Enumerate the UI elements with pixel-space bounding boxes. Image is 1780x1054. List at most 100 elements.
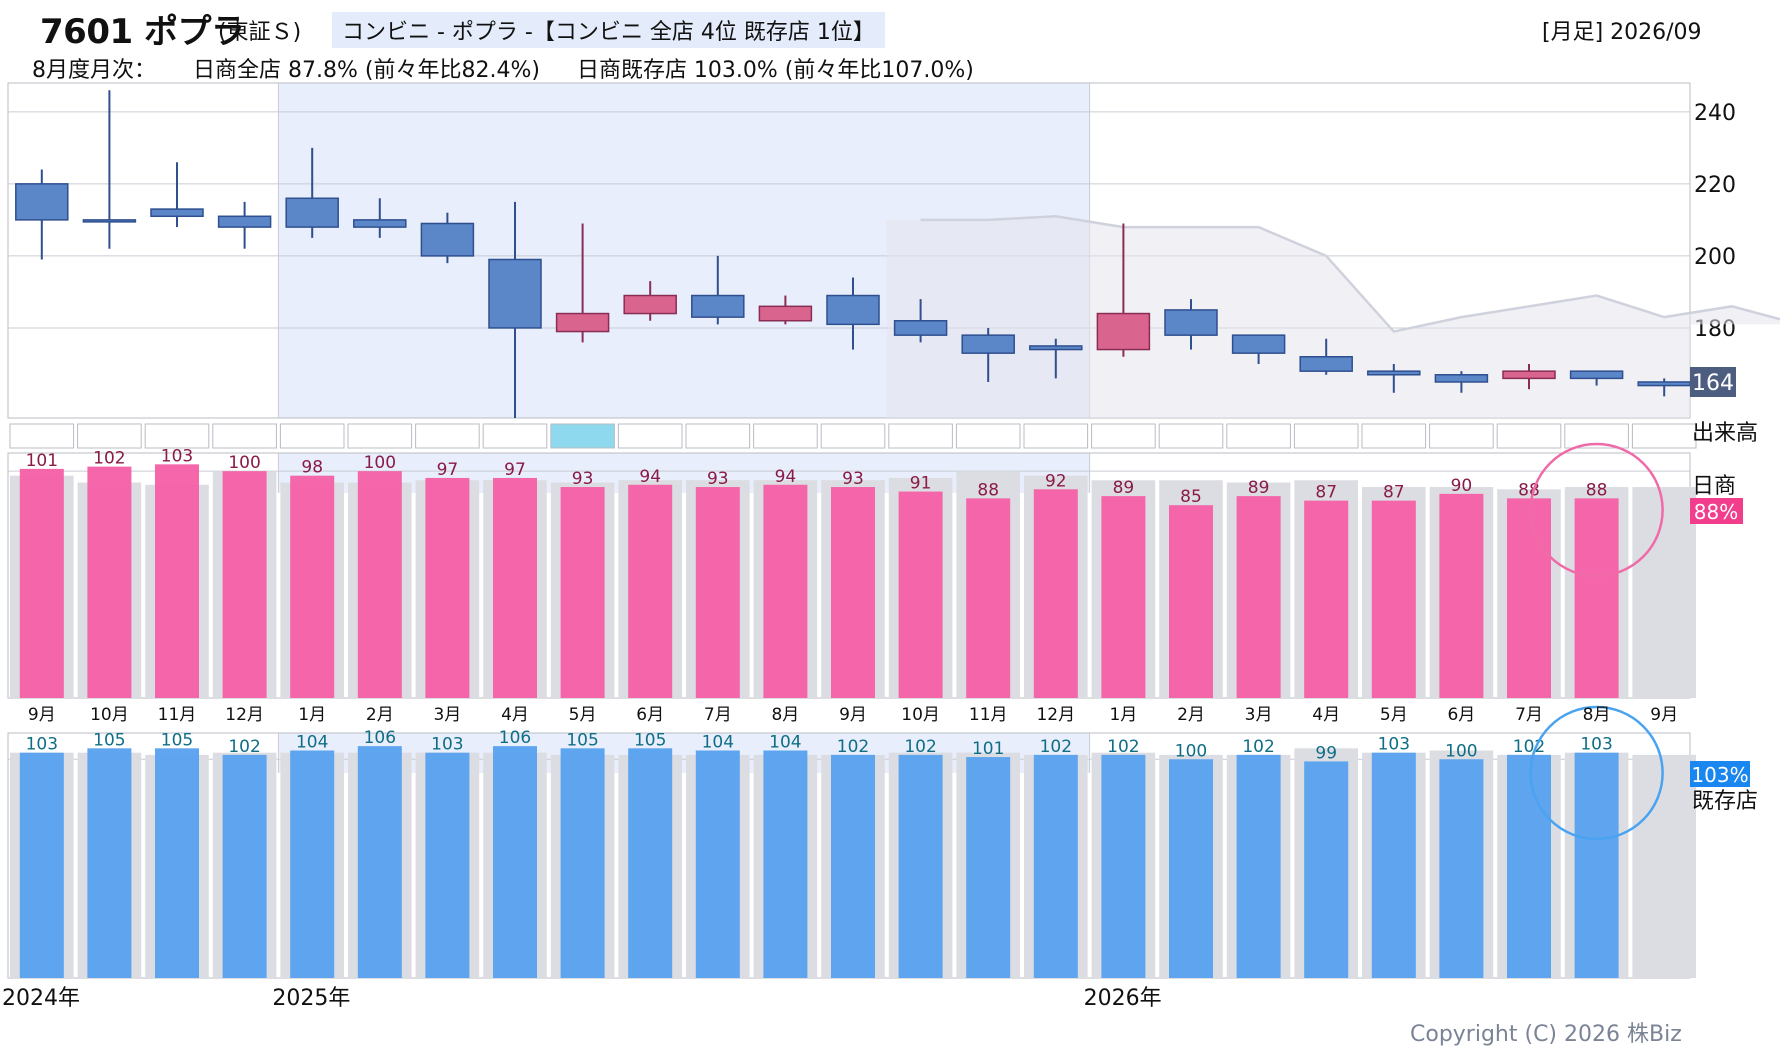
existing-bar: [290, 750, 335, 978]
candle-body: [217, 215, 272, 228]
volume-cell: [482, 423, 548, 449]
reference-area: [886, 216, 1780, 418]
candle-body: [893, 319, 948, 336]
month-label: 12月: [225, 705, 264, 725]
candle-body: [961, 334, 1015, 354]
all-store-bar: [1439, 493, 1484, 698]
existing-value-label: 100: [1445, 741, 1477, 761]
month-label: 6月: [636, 705, 664, 725]
month-label: 10月: [901, 705, 940, 725]
candle-body: [1434, 374, 1489, 383]
all-store-value-label: 97: [504, 460, 526, 480]
volume-label: 出来高: [1692, 421, 1758, 446]
volume-cell: [347, 423, 413, 449]
year-label: 2025年: [272, 986, 350, 1011]
all-store-value-label: 98: [301, 458, 323, 478]
all-store-bar: [898, 491, 943, 698]
volume-cell: [9, 423, 75, 449]
sector-ranking-badge: コンビニ - ポプラ -【コンビニ 全店 4位 既存店 1位】: [332, 12, 885, 48]
volume-cell: [1361, 423, 1427, 449]
volume-cell: [955, 423, 1021, 449]
reference-line: [920, 215, 1780, 333]
summary-all-store: 日商全店 87.8% (前々年比82.4%): [193, 58, 540, 83]
volume-cell: [888, 423, 953, 449]
existing-value-label: 105: [634, 730, 666, 750]
all-store-value-label: 91: [910, 474, 932, 494]
all-store-bar: [425, 477, 470, 698]
existing-value-label: 104: [296, 733, 328, 753]
existing-bar: [1101, 754, 1146, 978]
all-store-bar: [628, 484, 673, 698]
existing-badge: 103%: [1691, 763, 1748, 787]
existing-bar: [1439, 759, 1484, 978]
all-store-bar: [763, 484, 808, 698]
existing-value-label: 102: [1107, 737, 1139, 757]
last-price-badge-bg: [1690, 367, 1736, 397]
existing-bar: [1304, 761, 1349, 978]
volume-cell: [212, 423, 277, 449]
price-frame: [7, 82, 1691, 419]
existing-bar: [87, 748, 132, 978]
existing-bar: [1236, 754, 1281, 978]
all-store-value-label: 93: [842, 469, 864, 489]
all-store-bar: [966, 498, 1011, 698]
candle-body: [1096, 312, 1151, 351]
existing-bar: [425, 752, 470, 978]
month-label: 3月: [433, 705, 461, 725]
existing-store-panel: 103 105 105 102 104 106 103 106 105 105 104 104 102 1…: [7, 728, 1696, 979]
existing-bar: [560, 748, 605, 978]
candle-body: [82, 219, 137, 223]
all-store-value-label: 87: [1315, 483, 1337, 503]
stock-code-title: 7601 ポプラ: [40, 12, 245, 52]
all-store-value-label: 94: [639, 467, 661, 487]
all-store-bar: [1304, 500, 1349, 698]
month-label: 6月: [1447, 705, 1475, 725]
daily-sales-badge-bg: [1690, 498, 1743, 524]
candle-body: [1502, 370, 1556, 380]
existing-value-label: 103: [431, 735, 463, 755]
existing-bar: [1371, 752, 1416, 978]
candle-body: [150, 208, 204, 218]
all-store-value-label: 88: [1586, 480, 1608, 500]
all-store-bar: [19, 468, 64, 698]
month-label: 9月: [28, 705, 56, 725]
month-label: 9月: [839, 705, 867, 725]
all-store-value-label: 97: [437, 460, 459, 480]
candle-body: [691, 294, 745, 318]
volume-cell: [617, 423, 683, 449]
existing-value-label: 103: [1580, 735, 1612, 755]
all-store-value-label: 103: [161, 446, 193, 466]
volume-cell: [753, 423, 818, 449]
month-label: 8月: [1583, 705, 1611, 725]
candle-body: [826, 294, 880, 326]
volume-panel: [9, 423, 1697, 449]
candle-body: [1569, 370, 1624, 380]
all-store-panel: 101 102 103 100 98 100 97 97 93 94 93 94 93 91 88 92 89 8…: [7, 446, 1696, 699]
price-tick-label: 200: [1694, 245, 1736, 270]
month-label: 1月: [1109, 705, 1137, 725]
candle-body: [1164, 309, 1218, 336]
existing-bar: [1574, 752, 1619, 978]
all-store-bar: [493, 477, 537, 698]
all-store-bar: [1507, 498, 1551, 698]
all-store-bar: [357, 471, 402, 698]
volume-cell: [1023, 423, 1089, 449]
existing-value-label: 102: [1242, 737, 1274, 757]
existing-bar: [763, 750, 808, 978]
volume-cell: [1631, 423, 1697, 449]
month-label: 9月: [1650, 705, 1678, 725]
highlight-circle-daily: [1529, 442, 1664, 578]
all-store-value-label: 89: [1113, 478, 1135, 498]
all-store-bar: [155, 464, 199, 698]
candle-body: [15, 183, 69, 221]
highlight-circle-existing: [1529, 705, 1664, 841]
existing-bar: [155, 748, 199, 978]
price-tick-label: 240: [1694, 101, 1736, 126]
all-store-bar: [1101, 496, 1146, 698]
all-store-value-label: 90: [1451, 476, 1473, 496]
volume-cell: [1429, 423, 1494, 449]
existing-bar: [19, 752, 64, 978]
month-label: 12月: [1036, 705, 1075, 725]
